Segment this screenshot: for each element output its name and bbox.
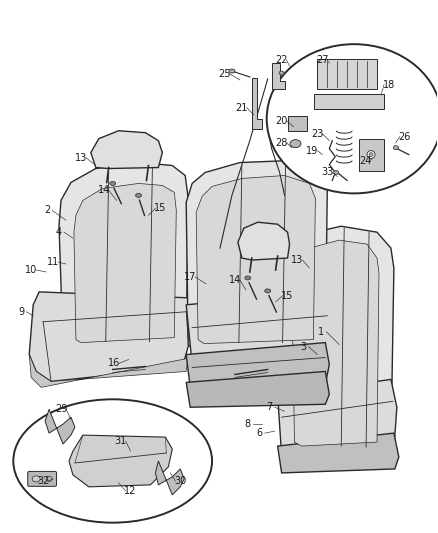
Text: 4: 4 xyxy=(56,227,62,237)
Text: 27: 27 xyxy=(316,55,328,65)
Polygon shape xyxy=(186,372,329,407)
Polygon shape xyxy=(186,160,327,350)
Text: 8: 8 xyxy=(245,419,251,429)
Text: 2: 2 xyxy=(44,205,50,215)
Polygon shape xyxy=(186,343,329,387)
Text: 13: 13 xyxy=(75,152,87,163)
Polygon shape xyxy=(314,94,384,109)
Ellipse shape xyxy=(46,477,52,481)
Text: 3: 3 xyxy=(300,342,307,352)
Polygon shape xyxy=(155,461,184,495)
Text: 20: 20 xyxy=(276,116,288,126)
Ellipse shape xyxy=(279,71,284,75)
Text: 6: 6 xyxy=(257,428,263,438)
Polygon shape xyxy=(278,433,399,473)
Text: 14: 14 xyxy=(98,185,110,196)
Text: 25: 25 xyxy=(219,69,231,79)
Polygon shape xyxy=(74,183,176,343)
Polygon shape xyxy=(292,240,379,446)
Polygon shape xyxy=(29,354,192,387)
Polygon shape xyxy=(45,409,75,444)
Ellipse shape xyxy=(393,146,398,150)
Ellipse shape xyxy=(229,69,235,73)
Polygon shape xyxy=(196,175,315,344)
Ellipse shape xyxy=(369,152,373,157)
Text: 28: 28 xyxy=(276,138,288,148)
FancyBboxPatch shape xyxy=(28,471,57,486)
Polygon shape xyxy=(91,131,162,168)
Text: 14: 14 xyxy=(229,275,241,285)
Polygon shape xyxy=(282,226,394,454)
Text: 30: 30 xyxy=(174,476,187,486)
Text: 12: 12 xyxy=(124,486,137,496)
Text: 10: 10 xyxy=(25,265,37,275)
Text: 15: 15 xyxy=(281,291,294,301)
Ellipse shape xyxy=(32,476,40,482)
Text: 17: 17 xyxy=(184,272,196,282)
Ellipse shape xyxy=(265,289,271,293)
Text: 15: 15 xyxy=(154,203,166,213)
Text: 24: 24 xyxy=(359,156,371,166)
Polygon shape xyxy=(252,78,262,129)
Ellipse shape xyxy=(334,171,339,174)
Text: 29: 29 xyxy=(55,404,67,414)
Polygon shape xyxy=(288,116,307,131)
Polygon shape xyxy=(359,139,384,171)
Text: 11: 11 xyxy=(47,257,59,267)
Polygon shape xyxy=(278,379,397,455)
Text: 13: 13 xyxy=(291,255,304,265)
Ellipse shape xyxy=(267,44,438,193)
Ellipse shape xyxy=(110,181,116,185)
Text: 18: 18 xyxy=(383,80,395,90)
Text: 26: 26 xyxy=(399,132,411,142)
Ellipse shape xyxy=(13,399,212,523)
Text: 31: 31 xyxy=(114,436,127,446)
Text: 33: 33 xyxy=(321,167,333,177)
Ellipse shape xyxy=(245,276,251,280)
Polygon shape xyxy=(29,292,192,382)
Polygon shape xyxy=(186,292,329,365)
Text: 23: 23 xyxy=(311,128,324,139)
Text: 1: 1 xyxy=(318,327,325,337)
Text: 32: 32 xyxy=(37,476,49,486)
Polygon shape xyxy=(318,59,377,89)
Ellipse shape xyxy=(135,193,141,197)
Text: 22: 22 xyxy=(276,55,288,65)
Text: 21: 21 xyxy=(236,103,248,113)
Ellipse shape xyxy=(367,151,375,158)
Text: 16: 16 xyxy=(108,359,120,368)
Polygon shape xyxy=(69,435,172,487)
Polygon shape xyxy=(238,222,290,260)
Text: 7: 7 xyxy=(267,402,273,412)
Ellipse shape xyxy=(290,140,301,148)
Polygon shape xyxy=(272,63,285,89)
Text: 19: 19 xyxy=(306,146,318,156)
Text: 9: 9 xyxy=(18,307,25,317)
Polygon shape xyxy=(59,163,188,350)
